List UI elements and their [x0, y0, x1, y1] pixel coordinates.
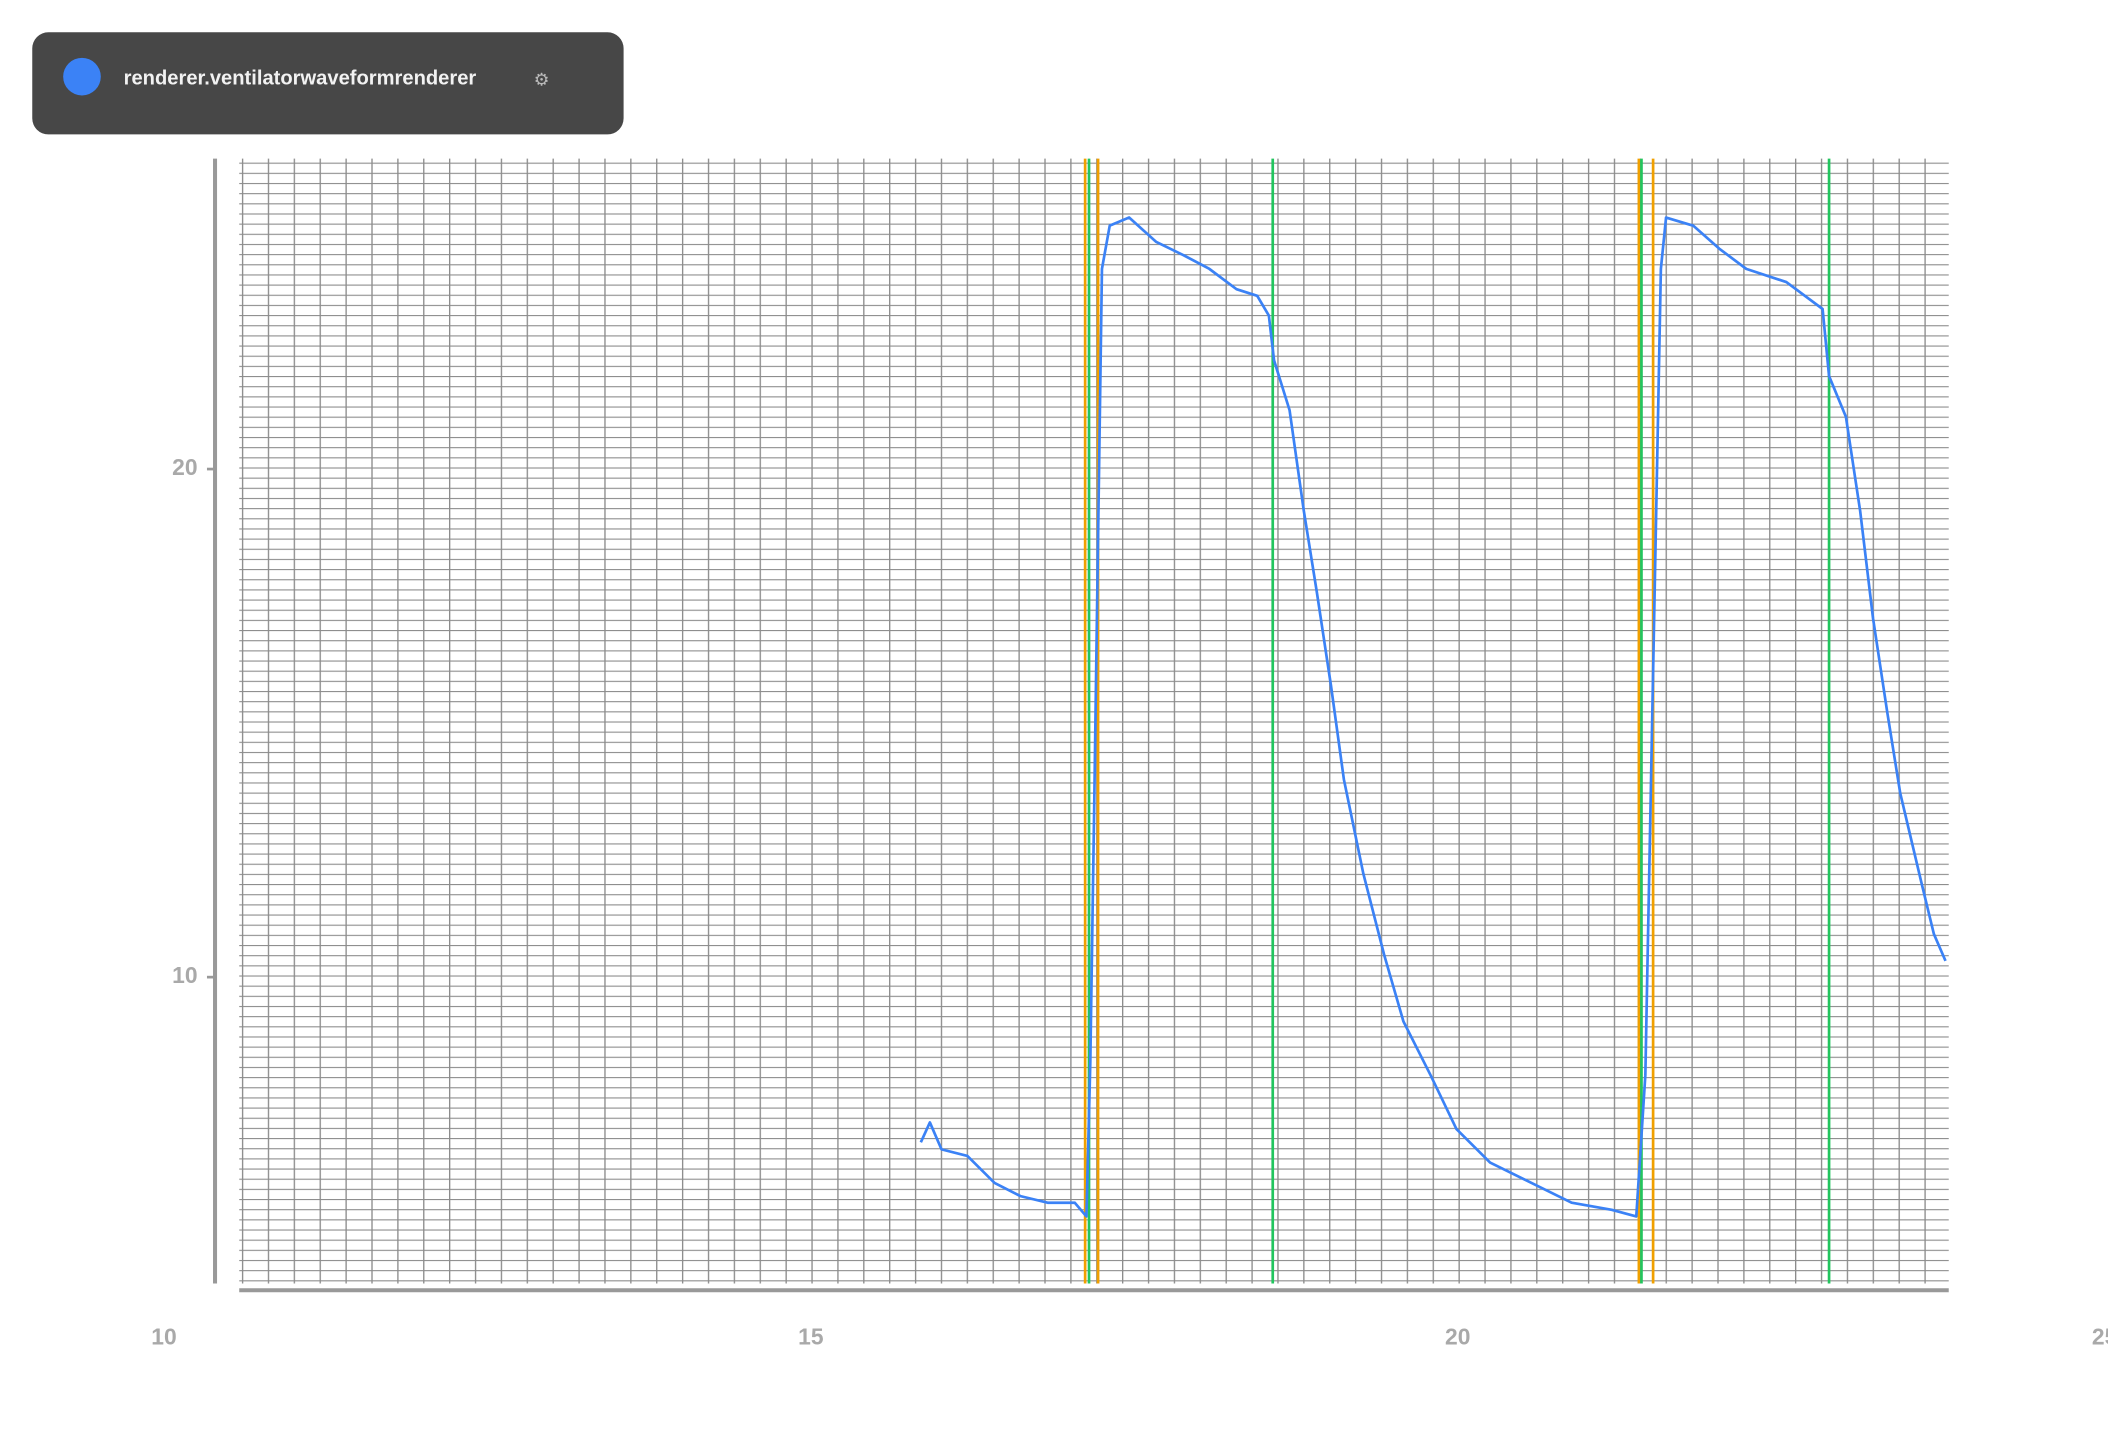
legend-box — [32, 32, 624, 135]
x-tick-label: 15 — [798, 1324, 824, 1350]
x-tick-label: 20 — [1445, 1324, 1470, 1350]
y-tick-label: 20 — [172, 454, 197, 480]
settings-icon[interactable]: ⚙ — [534, 69, 550, 89]
y-tick-label: 10 — [172, 962, 197, 988]
x-tick-label: 10 — [151, 1324, 176, 1350]
legend-label: renderer.ventilatorwaveformrenderer — [124, 68, 477, 90]
waveform-line — [919, 216, 1947, 1218]
grid — [239, 158, 1949, 1284]
x-tick-label: 25 — [2092, 1324, 2108, 1350]
plot-layer: 10 20 10 15 20 25 — [151, 158, 2108, 1350]
legend-swatch — [63, 57, 101, 96]
